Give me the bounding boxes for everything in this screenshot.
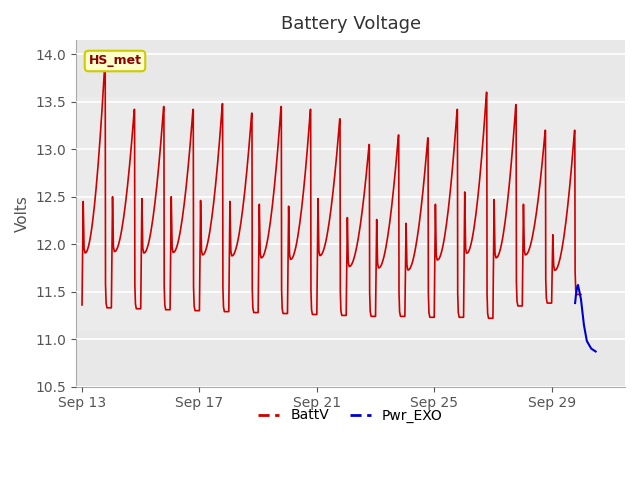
Legend: BattV, Pwr_EXO: BattV, Pwr_EXO xyxy=(253,403,448,428)
Title: Battery Voltage: Battery Voltage xyxy=(280,15,420,33)
Bar xyxy=(76,97,625,330)
Text: HS_met: HS_met xyxy=(88,55,141,68)
Y-axis label: Volts: Volts xyxy=(15,195,30,232)
